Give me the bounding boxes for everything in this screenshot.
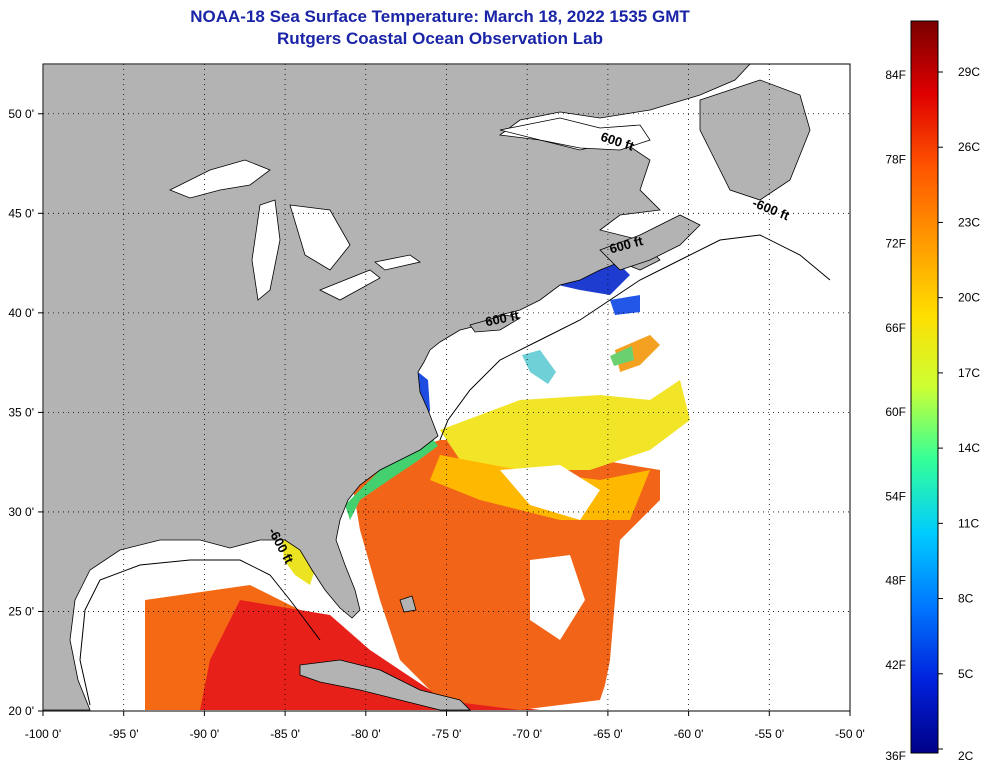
bahamas-land — [399, 595, 417, 613]
celsius-label: 2C — [958, 749, 974, 763]
lon-tick-label: -95 0' — [109, 727, 139, 741]
cloud-gap-1 — [500, 465, 600, 520]
cuba-land — [299, 659, 471, 711]
lon-tick-label: -75 0' — [432, 727, 462, 741]
lat-tick-label: 50 0' — [8, 107, 34, 121]
fahrenheit-label: 66F — [885, 321, 906, 335]
celsius-label: 23C — [958, 215, 980, 229]
long-island-land — [469, 314, 522, 333]
latitude-ticks: 20 0' 25 0' 30 0' 35 0' 40 0' 45 0' 50 0' — [8, 107, 43, 718]
hatteras-yellow-water — [440, 380, 690, 470]
fahrenheit-label: 48F — [885, 574, 906, 588]
colorbar-celsius-labels: 29C 26C 23C 20C 17C 14C 11C 8C 5C 2C — [938, 65, 980, 763]
land-masses — [42, 63, 811, 711]
map-title: NOAA-18 Sea Surface Temperature: March 1… — [0, 6, 880, 50]
lat-tick-label: 30 0' — [8, 505, 34, 519]
colorbar-fahrenheit-labels: 84F 78F 72F 66F 60F 54F 48F 42F 36F — [885, 68, 906, 763]
fahrenheit-label: 84F — [885, 68, 906, 82]
lat-tick-label: 45 0' — [8, 206, 34, 220]
lake-michigan — [251, 199, 281, 301]
isobath-gulf — [79, 559, 321, 706]
caribbean-warm-water — [200, 600, 540, 710]
colorbar — [910, 20, 939, 754]
lake-superior — [169, 159, 271, 199]
celsius-label: 14C — [958, 441, 980, 455]
lon-tick-label: -90 0' — [190, 727, 220, 741]
fahrenheit-label: 42F — [885, 658, 906, 672]
title-line-1: NOAA-18 Sea Surface Temperature: March 1… — [190, 7, 690, 26]
longitude-ticks: -100 0' -95 0' -90 0' -85 0' -80 0' -75 0' -70… — [25, 711, 865, 741]
georges-bank-blue — [610, 295, 640, 315]
celsius-label: 11C — [958, 516, 979, 530]
fahrenheit-label: 72F — [885, 237, 906, 251]
lake-erie — [319, 269, 381, 301]
celsius-label: 8C — [958, 592, 974, 606]
lon-tick-label: -55 0' — [754, 727, 784, 741]
st-lawrence-gulf — [499, 117, 651, 151]
fahrenheit-label: 60F — [885, 405, 906, 419]
coastal-cool-strip — [345, 438, 438, 520]
great-lakes — [169, 117, 651, 301]
celsius-label: 20C — [958, 291, 980, 305]
ne-warm-filament — [615, 335, 660, 372]
lon-tick-label: -100 0' — [25, 727, 61, 741]
cloud-gap-2 — [530, 555, 585, 640]
celsius-label: 26C — [958, 140, 980, 154]
lon-tick-label: -80 0' — [351, 727, 381, 741]
lon-tick-label: -65 0' — [593, 727, 623, 741]
cloud-gap-3 — [600, 500, 700, 710]
nova-scotia-land — [599, 214, 701, 271]
lon-tick-label: -70 0' — [512, 727, 542, 741]
isobath-600ft — [79, 234, 831, 706]
celsius-label: 29C — [958, 65, 980, 79]
fahrenheit-label: 54F — [885, 489, 906, 503]
lat-tick-label: 40 0' — [8, 306, 34, 320]
lon-tick-label: -85 0' — [270, 727, 300, 741]
lat-tick-label: 20 0' — [8, 704, 34, 718]
lake-ontario — [374, 254, 421, 271]
sst-field — [145, 248, 700, 710]
newfoundland-land — [699, 79, 811, 201]
title-line-2: Rutgers Coastal Ocean Observation Lab — [277, 29, 603, 48]
ne-green-filament — [610, 346, 634, 366]
lon-tick-label: -60 0' — [674, 727, 704, 741]
celsius-label: 5C — [958, 667, 974, 681]
isobath-northeast — [439, 234, 831, 441]
lat-tick-label: 25 0' — [8, 604, 34, 618]
lon-tick-label: -50 0' — [835, 727, 865, 741]
isobath-label: 600 ft — [484, 307, 521, 329]
lake-huron — [289, 204, 351, 271]
fahrenheit-label: 36F — [885, 749, 906, 763]
celsius-label: 17C — [958, 366, 980, 380]
lat-tick-label: 35 0' — [8, 405, 34, 419]
fahrenheit-label: 78F — [885, 152, 906, 166]
slope-cyan-water — [522, 350, 556, 384]
